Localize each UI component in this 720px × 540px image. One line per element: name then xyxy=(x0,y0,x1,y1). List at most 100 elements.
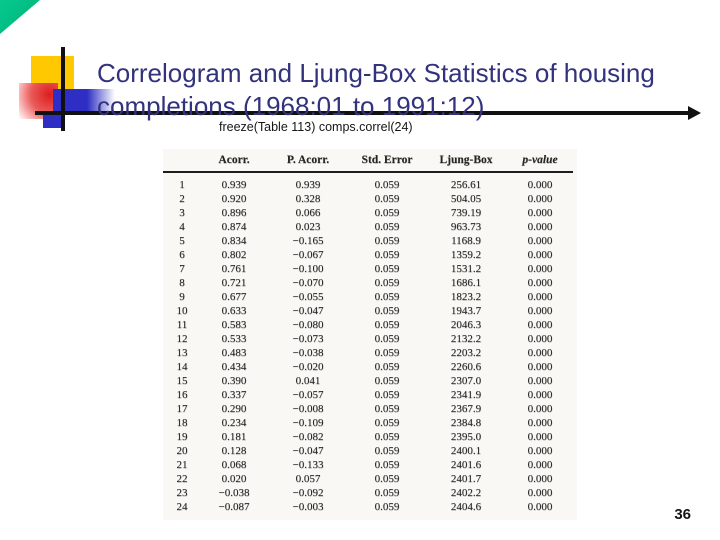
value-cell: 0.059 xyxy=(374,361,400,373)
table-row: 12 0.533 −0.073 0.059 2132.2 0.000 xyxy=(163,332,573,346)
value-cell: 0.059 xyxy=(374,389,400,401)
value-cell: −0.100 xyxy=(292,263,324,275)
acorr-column-header: Acorr. xyxy=(201,151,267,173)
lag-cell: 22 xyxy=(176,473,188,485)
value-cell: 0.000 xyxy=(527,291,553,303)
value-cell: 0.066 xyxy=(295,207,321,219)
value-cell: 504.05 xyxy=(450,193,482,205)
value-cell: −0.087 xyxy=(218,501,250,513)
value-cell: −0.109 xyxy=(292,417,324,429)
value-cell: 739.19 xyxy=(450,207,482,219)
value-cell: −0.020 xyxy=(292,361,324,373)
lag-cell: 6 xyxy=(179,249,185,261)
value-cell: 0.920 xyxy=(221,193,247,205)
value-cell: 0.000 xyxy=(527,431,553,443)
value-cell: 0.633 xyxy=(221,305,247,317)
table-row: 18 0.234 −0.109 0.059 2384.8 0.000 xyxy=(163,416,573,430)
slide-title: Correlogram and Ljung-Box Statistics of … xyxy=(97,58,655,122)
value-cell: 0.896 xyxy=(221,207,247,219)
value-cell: 0.059 xyxy=(374,473,400,485)
value-cell: 0.059 xyxy=(374,291,400,303)
lag-cell: 23 xyxy=(176,487,188,499)
value-cell: 0.041 xyxy=(295,375,321,387)
lag-cell: 20 xyxy=(176,445,188,457)
value-cell: 256.61 xyxy=(450,179,482,191)
lag-cell: 9 xyxy=(179,291,185,303)
value-cell: 0.023 xyxy=(295,221,321,233)
ljungbox-column-header: Ljung-Box xyxy=(425,151,507,173)
lag-cell: 18 xyxy=(176,417,188,429)
value-cell: 0.057 xyxy=(295,473,321,485)
value-cell: 0.059 xyxy=(374,459,400,471)
value-cell: 0.000 xyxy=(527,375,553,387)
lag-cell: 5 xyxy=(179,235,185,247)
value-cell: 2046.3 xyxy=(450,319,482,331)
lag-cell: 16 xyxy=(176,389,188,401)
value-cell: 0.802 xyxy=(221,249,247,261)
value-cell: 0.434 xyxy=(221,361,247,373)
value-cell: −0.003 xyxy=(292,501,324,513)
horizontal-arrow-line xyxy=(35,111,691,115)
value-cell: 0.000 xyxy=(527,193,553,205)
table-row: 7 0.761 −0.100 0.059 1531.2 0.000 xyxy=(163,262,573,276)
value-cell: 0.059 xyxy=(374,179,400,191)
value-cell: 0.834 xyxy=(221,235,247,247)
table-row: 20 0.128 −0.047 0.059 2400.1 0.000 xyxy=(163,444,573,458)
value-cell: −0.073 xyxy=(292,333,324,345)
value-cell: 0.000 xyxy=(527,179,553,191)
value-cell: 2400.1 xyxy=(450,445,482,457)
value-cell: 0.181 xyxy=(221,431,247,443)
table-row: 1 0.939 0.939 0.059 256.61 0.000 xyxy=(163,172,573,192)
value-cell: 0.059 xyxy=(374,417,400,429)
value-cell: −0.165 xyxy=(292,235,324,247)
value-cell: 0.583 xyxy=(221,319,247,331)
value-cell: 1531.2 xyxy=(450,263,482,275)
lag-cell: 19 xyxy=(176,431,188,443)
value-cell: 0.939 xyxy=(221,179,247,191)
value-cell: 0.000 xyxy=(527,403,553,415)
value-cell: 0.059 xyxy=(374,487,400,499)
arrow-head-icon xyxy=(688,106,701,120)
value-cell: 0.020 xyxy=(221,473,247,485)
value-cell: 0.000 xyxy=(527,389,553,401)
table-row: 19 0.181 −0.082 0.059 2395.0 0.000 xyxy=(163,430,573,444)
value-cell: 0.068 xyxy=(221,459,247,471)
value-cell: 0.939 xyxy=(295,179,321,191)
value-cell: 963.73 xyxy=(450,221,482,233)
value-cell: 0.390 xyxy=(221,375,247,387)
value-cell: 2402.2 xyxy=(450,487,482,499)
lag-cell: 8 xyxy=(179,277,185,289)
table-row: 17 0.290 −0.008 0.059 2367.9 0.000 xyxy=(163,402,573,416)
command-caption: freeze(Table 113) comps.correl(24) xyxy=(219,120,413,134)
value-cell: 0.533 xyxy=(221,333,247,345)
table-row: 23 −0.038 −0.092 0.059 2402.2 0.000 xyxy=(163,486,573,500)
value-cell: 0.000 xyxy=(527,487,553,499)
table-row: 9 0.677 −0.055 0.059 1823.2 0.000 xyxy=(163,290,573,304)
value-cell: 0.000 xyxy=(527,249,553,261)
value-cell: 0.000 xyxy=(527,277,553,289)
table-row: 15 0.390 0.041 0.059 2307.0 0.000 xyxy=(163,374,573,388)
lag-cell: 15 xyxy=(176,375,188,387)
lag-column-header xyxy=(163,151,201,173)
value-cell: 0.234 xyxy=(221,417,247,429)
value-cell: −0.067 xyxy=(292,249,324,261)
value-cell: 0.000 xyxy=(527,235,553,247)
stats-table-body: 1 0.939 0.939 0.059 256.61 0.000 2 0.920 0.328 0.… xyxy=(163,172,573,514)
value-cell: 0.000 xyxy=(527,473,553,485)
value-cell: 2203.2 xyxy=(450,347,482,359)
value-cell: 0.000 xyxy=(527,305,553,317)
value-cell: 0.761 xyxy=(221,263,247,275)
value-cell: 0.000 xyxy=(527,221,553,233)
table-row: 10 0.633 −0.047 0.059 1943.7 0.000 xyxy=(163,304,573,318)
value-cell: −0.038 xyxy=(292,347,324,359)
value-cell: 2401.6 xyxy=(450,459,482,471)
lag-cell: 3 xyxy=(179,207,185,219)
lag-cell: 13 xyxy=(176,347,188,359)
value-cell: 0.000 xyxy=(527,347,553,359)
value-cell: 0.059 xyxy=(374,207,400,219)
value-cell: 0.059 xyxy=(374,375,400,387)
value-cell: 2401.7 xyxy=(450,473,482,485)
table-row: 24 −0.087 −0.003 0.059 2404.6 0.000 xyxy=(163,500,573,514)
value-cell: 1686.1 xyxy=(450,277,482,289)
